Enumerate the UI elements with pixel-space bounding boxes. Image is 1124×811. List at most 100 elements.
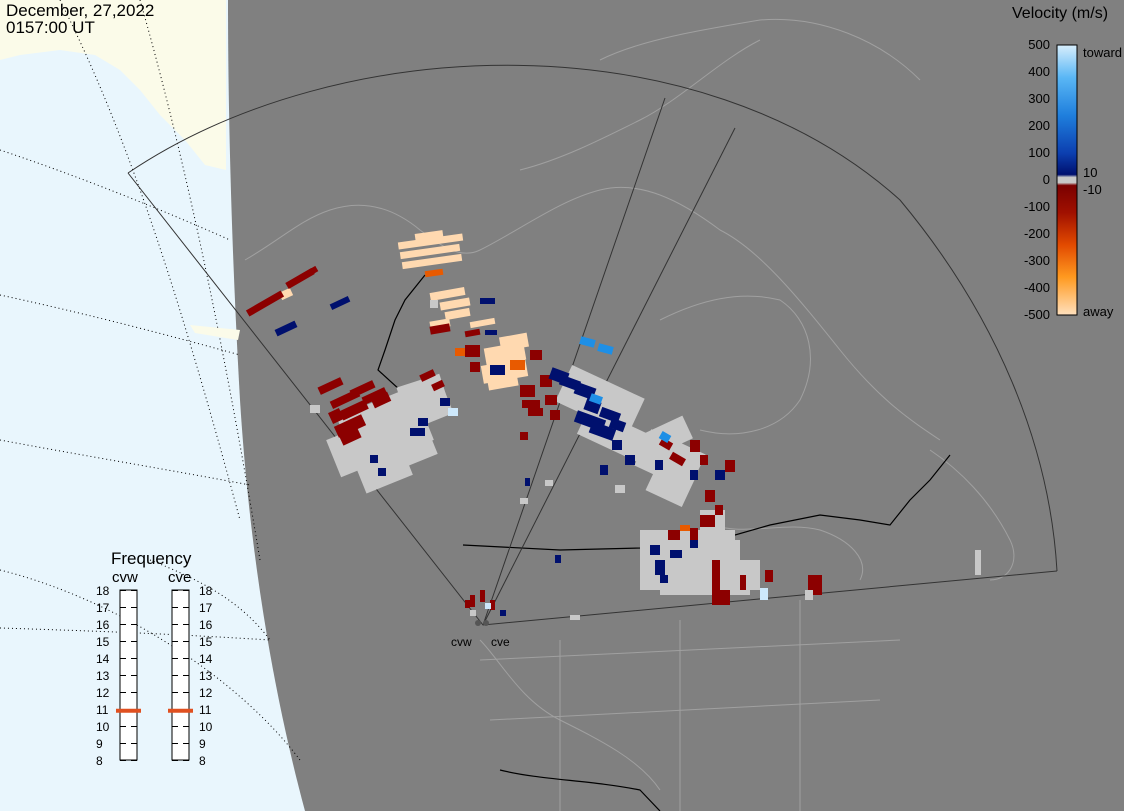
scatter-cell [579,336,596,348]
scatter-cell [608,417,627,433]
scatter-cell [720,530,735,540]
scatter-cell [317,377,344,395]
velocity-colorbar [1056,44,1078,316]
scatter-cell [338,426,362,446]
scatter-cell [700,515,715,527]
colorbar-tick-label: -200 [1023,226,1050,241]
scatter-cell [740,575,746,590]
scatter-cell [625,455,635,465]
scatter-cell [525,478,530,486]
scatter-cell [975,550,981,575]
scatter-cell [690,528,698,540]
minus-ten-label: -10 [1083,182,1102,197]
cvw-frequency-tick-label: 17 [96,600,110,615]
cvw-frequency-tick-label: 11 [96,702,109,717]
scatter-cell [349,380,376,398]
scatter-cell [520,385,535,397]
scatter-cell [464,328,481,338]
scatter-cell [480,590,485,602]
scatter-cell [485,603,491,609]
scatter-cells [245,230,981,620]
cve-frequency-tick-label: 15 [199,634,213,649]
scatter-cell [545,480,553,486]
fov-outlines [127,64,1058,626]
scatter-cell [414,230,444,241]
scatter-cell [655,460,663,470]
scatter-cell [401,253,463,270]
radar-label-cve: cve [491,635,510,649]
cve-frequency-tick-label: 17 [199,600,213,615]
scatter-cell [573,381,597,401]
scatter-cell [655,560,665,575]
scatter-cell [370,455,378,463]
graticule [0,0,301,761]
scatter-cell [650,545,660,555]
cve-frequency-tick-label: 9 [199,736,206,751]
colorbar-tick-label: -300 [1023,253,1050,268]
scatter-cell [612,440,622,450]
scatter-cell [430,300,438,308]
scatter-cell [339,399,369,421]
cvw-frequency-tick-label: 14 [96,651,110,666]
scatter-cell [329,296,351,310]
radar-label-cvw: cvw [451,635,472,649]
colorbar-tick-label: 100 [1028,145,1050,160]
scatter-cell [274,320,298,337]
scatter-cell [760,588,768,600]
scatter-cell [725,460,735,472]
plus-ten-label: 10 [1083,165,1098,180]
scatter-cell [397,233,464,250]
colorbar-tick-label: 400 [1028,64,1050,79]
scatter-cell [715,470,725,480]
scatter-cell [712,590,730,605]
cvw-frequency-tick-label: 15 [96,634,110,649]
scatter-cell [645,462,695,508]
scatter-cell [490,600,495,610]
borders [377,274,951,811]
away-label: away [1083,304,1114,319]
frequency-title: Frequency [111,549,192,568]
scatter-cell [522,400,540,408]
cve-station-label: cve [168,569,192,586]
scatter-cell [690,440,700,452]
scatter-cell [245,290,285,317]
scatter-cell [550,410,560,420]
scatter-cell [399,243,461,260]
scatter-cell [448,408,458,416]
cve-frequency-tick-label: 12 [199,685,213,700]
earth-disk [228,0,1124,811]
scatter-cell [510,360,525,370]
cvw-frequency-tick-label: 16 [96,617,110,632]
scatter-cell [690,470,698,480]
radar-site-cve [483,620,489,626]
colorbar-tick-label: 200 [1028,118,1050,133]
cvw-station-label: cvw [112,569,138,586]
scatter-cell [658,431,672,443]
scatter-cell [668,530,680,540]
scatter-cell [333,414,367,438]
cvw-frequency-tick-label: 10 [96,719,110,734]
scatter-cell [712,560,720,590]
scatter-cell [487,375,519,391]
scatter-cell [528,408,543,416]
scatter-cell [520,498,528,504]
scatter-cell [660,575,668,583]
scatter-cell [429,287,466,301]
colorbar-tick-label: 0 [1042,172,1050,187]
toward-label: toward [1083,45,1123,60]
scatter-cell [470,362,480,372]
cvw-frequency-tick-label: 8 [96,753,103,768]
scatter-cell [410,428,425,436]
scatter-cell [455,348,467,356]
scatter-cell [805,590,813,600]
colorbar-tick-label: 500 [1028,37,1050,52]
scatter-cell [658,437,674,451]
scatter-cell [470,610,476,616]
scatter-cell [498,332,530,352]
scatter-cell [419,369,436,382]
scatter-cell [545,395,557,405]
colorbar-tick-label: -500 [1023,307,1050,322]
cve-frequency-tick-label: 14 [199,651,213,666]
scatter-cell [465,345,480,357]
